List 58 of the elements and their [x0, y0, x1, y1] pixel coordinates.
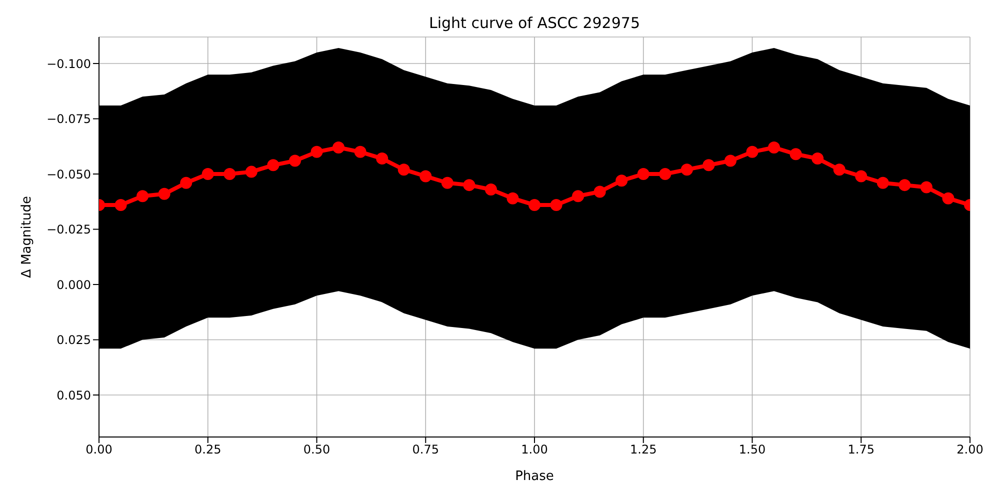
point — [398, 164, 410, 176]
x-tick-label: 0.25 — [194, 442, 222, 457]
point — [310, 146, 323, 158]
point — [898, 179, 911, 192]
y-tick-label: −0.025 — [46, 222, 91, 237]
point — [136, 190, 149, 202]
x-tick-label: 1.50 — [738, 442, 766, 457]
point — [702, 159, 715, 172]
y-tick-label: −0.075 — [46, 112, 91, 126]
point — [288, 154, 301, 167]
x-tick-label: 1.25 — [630, 442, 657, 457]
point — [616, 174, 628, 187]
point — [746, 146, 758, 158]
point — [420, 170, 432, 182]
point — [550, 198, 562, 211]
point — [484, 183, 497, 196]
x-tick-label: 0.50 — [303, 442, 330, 457]
point — [942, 192, 954, 204]
point — [680, 164, 693, 176]
chart-title: Light curve of ASCC 292975 — [428, 14, 641, 32]
x-tick-label: 0.00 — [86, 442, 112, 457]
point — [224, 168, 236, 180]
point — [180, 176, 192, 189]
point — [572, 190, 584, 202]
x-tick-label: 1.00 — [521, 442, 548, 457]
x-axis-title: Phase — [515, 469, 554, 484]
point — [812, 152, 824, 165]
point — [354, 146, 366, 158]
point — [855, 170, 868, 182]
point — [332, 141, 345, 154]
point — [833, 164, 846, 176]
point — [245, 166, 258, 178]
point — [790, 148, 802, 160]
point — [724, 154, 736, 167]
point — [528, 198, 540, 211]
point — [376, 152, 388, 165]
y-tick-label: −0.050 — [46, 167, 91, 182]
point — [920, 181, 932, 194]
x-tick-label: 0.75 — [412, 442, 439, 457]
point — [114, 198, 127, 211]
point — [267, 159, 280, 172]
y-tick-label: 0.000 — [56, 278, 91, 292]
point — [463, 179, 476, 192]
point — [506, 192, 519, 204]
point — [594, 186, 606, 198]
x-tick-label: 1.75 — [848, 442, 874, 457]
x-tick-label: 2.00 — [956, 442, 984, 457]
point — [659, 168, 672, 180]
point — [158, 188, 170, 200]
point — [876, 176, 889, 189]
y-tick-label: 0.025 — [56, 333, 91, 348]
y-tick-label: −0.100 — [46, 56, 91, 71]
point — [202, 168, 214, 180]
point — [441, 176, 454, 189]
y-tick-label: 0.050 — [56, 388, 91, 402]
point — [637, 168, 650, 180]
point — [768, 141, 780, 154]
y-axis-title: Δ Magnitude — [20, 196, 35, 278]
